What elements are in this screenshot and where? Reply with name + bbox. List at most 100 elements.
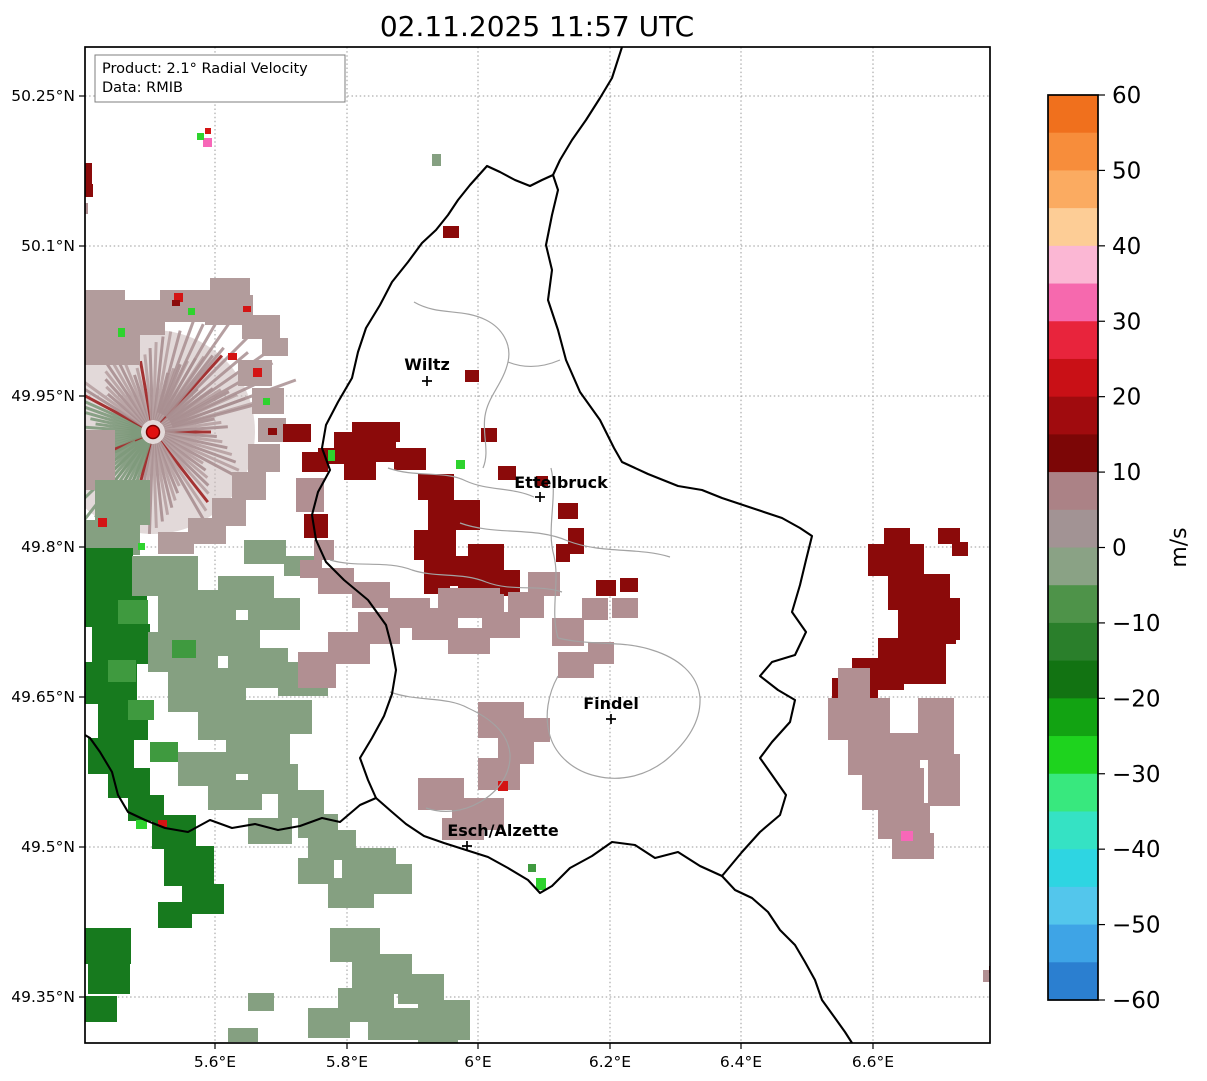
radar-echo-patch	[198, 700, 266, 740]
radar-spoke	[85, 387, 144, 427]
radar-echo-patch	[418, 1038, 458, 1043]
radar-spoke	[148, 347, 155, 421]
radar-echo-patch	[158, 532, 194, 554]
colorbar-tick-label: 50	[1112, 158, 1141, 184]
radar-echo-patch	[197, 133, 204, 140]
radar-echo-patch	[85, 203, 88, 214]
city-marker-icon	[422, 376, 432, 386]
radar-echo-patch	[498, 781, 508, 791]
radar-echo-patch	[588, 642, 614, 664]
radar-echo-patch	[498, 738, 534, 764]
radar-echo-patch	[268, 428, 277, 435]
radar-echo-patch	[418, 1000, 470, 1040]
radar-echo-patch	[344, 462, 376, 480]
radar-spoke	[157, 441, 205, 521]
radar-echo-patch	[328, 450, 335, 461]
radar-streak	[160, 323, 205, 415]
radar-spoke	[143, 354, 154, 421]
radar-echo-patch	[308, 1008, 350, 1038]
radar-echo-patch	[210, 278, 250, 296]
colorbar: 60 50 40 30 20 10 0 −10 −20 −30 −40 −50 −60	[1047, 83, 1161, 1014]
lat-tick-label: 49.8°N	[21, 538, 75, 556]
district-border	[550, 467, 559, 639]
lon-tick-label: 6°E	[464, 1053, 491, 1071]
colorbar-band	[1048, 208, 1098, 247]
radar-echo-patch	[85, 996, 117, 1022]
colorbar-band	[1048, 170, 1098, 209]
radar-echo-patch	[248, 818, 292, 844]
colorbar-tick-label: 0	[1112, 536, 1127, 562]
radar-echo-patch	[902, 642, 946, 684]
colorbar-tick-label: 10	[1112, 460, 1141, 486]
district-border	[507, 359, 561, 368]
radar-echo-patch	[248, 598, 300, 630]
radar-echo-patch	[928, 754, 960, 806]
radar-streak	[166, 326, 259, 419]
radar-spoke	[154, 443, 174, 509]
radar-spoke	[85, 411, 142, 431]
radar-echo-patch	[983, 970, 990, 982]
radar-echo-patch	[556, 544, 570, 562]
city-esch-alzette: Esch/Alzette	[447, 821, 559, 851]
radar-spoke	[104, 370, 147, 424]
radar-spoke	[139, 360, 153, 421]
radar-echo-patch	[465, 370, 479, 382]
radar-echo-patch	[283, 424, 311, 442]
radar-echo-patch	[262, 338, 288, 356]
radar-echo-patch	[248, 764, 298, 794]
radar-echo-patch	[118, 328, 125, 337]
map-frame	[84, 46, 991, 1044]
radar-echo-patch	[232, 472, 266, 500]
colorbar-tick-label: 40	[1112, 234, 1141, 260]
radar-site-marker	[145, 424, 161, 440]
lat-tick-label: 49.95°N	[11, 387, 75, 405]
radar-echo-patch	[536, 878, 546, 890]
map-background	[85, 47, 990, 1043]
radar-echo-patch	[394, 448, 426, 470]
radar-echo-patch	[528, 864, 536, 872]
radar-echo-patch	[242, 315, 280, 339]
radar-echo-patch	[98, 518, 107, 527]
product-line: Product: 2.1° Radial Velocity	[102, 61, 308, 77]
radar-echo-patch	[108, 660, 136, 682]
city-layer: Wiltz Ettelbruck Findel Esch/Alzette	[145, 355, 639, 851]
radar-spoke	[158, 441, 208, 512]
colorbar-band	[1048, 358, 1098, 398]
belgium-germany-border	[551, 47, 624, 177]
radar-echo-patch	[253, 368, 262, 377]
radar-echo-patch	[85, 928, 131, 964]
city-ettelbruck: Ettelbruck	[514, 473, 608, 502]
radar-streak	[170, 382, 258, 425]
city-label: Findel	[583, 694, 639, 713]
colorbar-band	[1048, 547, 1098, 586]
radar-echo-patch	[138, 543, 145, 550]
radar-streak	[171, 378, 297, 427]
radar-spoke	[159, 439, 210, 495]
radar-spoke	[163, 435, 240, 472]
radar-echo-patch	[596, 580, 616, 596]
radar-spoke	[162, 436, 242, 481]
radar-echo-patch	[414, 530, 456, 560]
colorbar-band	[1048, 924, 1098, 963]
lat-tick-label: 49.5°N	[21, 838, 75, 856]
radar-echo-patch	[952, 542, 968, 556]
colorbar-band	[1048, 434, 1098, 473]
radar-echo-patch	[243, 306, 251, 312]
colorbar-tick-label: −40	[1112, 837, 1161, 863]
colorbar-band	[1048, 736, 1098, 775]
radar-echo-patch	[620, 578, 638, 592]
radar-spoke	[85, 400, 143, 429]
product-box-frame	[94, 54, 346, 103]
radar-spoke	[159, 440, 209, 504]
radar-echo-patch	[438, 588, 500, 618]
lat-tick-label: 49.35°N	[11, 988, 75, 1006]
colorbar-unit-label: m/s	[1167, 527, 1192, 567]
district-border	[459, 522, 671, 558]
radar-spoke	[161, 438, 209, 479]
radar-echo-patch	[228, 353, 237, 360]
radar-spoke	[85, 380, 145, 427]
radar-spoke	[153, 331, 173, 421]
radar-spoke	[163, 434, 237, 464]
colorbar-band	[1048, 962, 1098, 1001]
lon-tick-label: 6.4°E	[720, 1053, 762, 1071]
